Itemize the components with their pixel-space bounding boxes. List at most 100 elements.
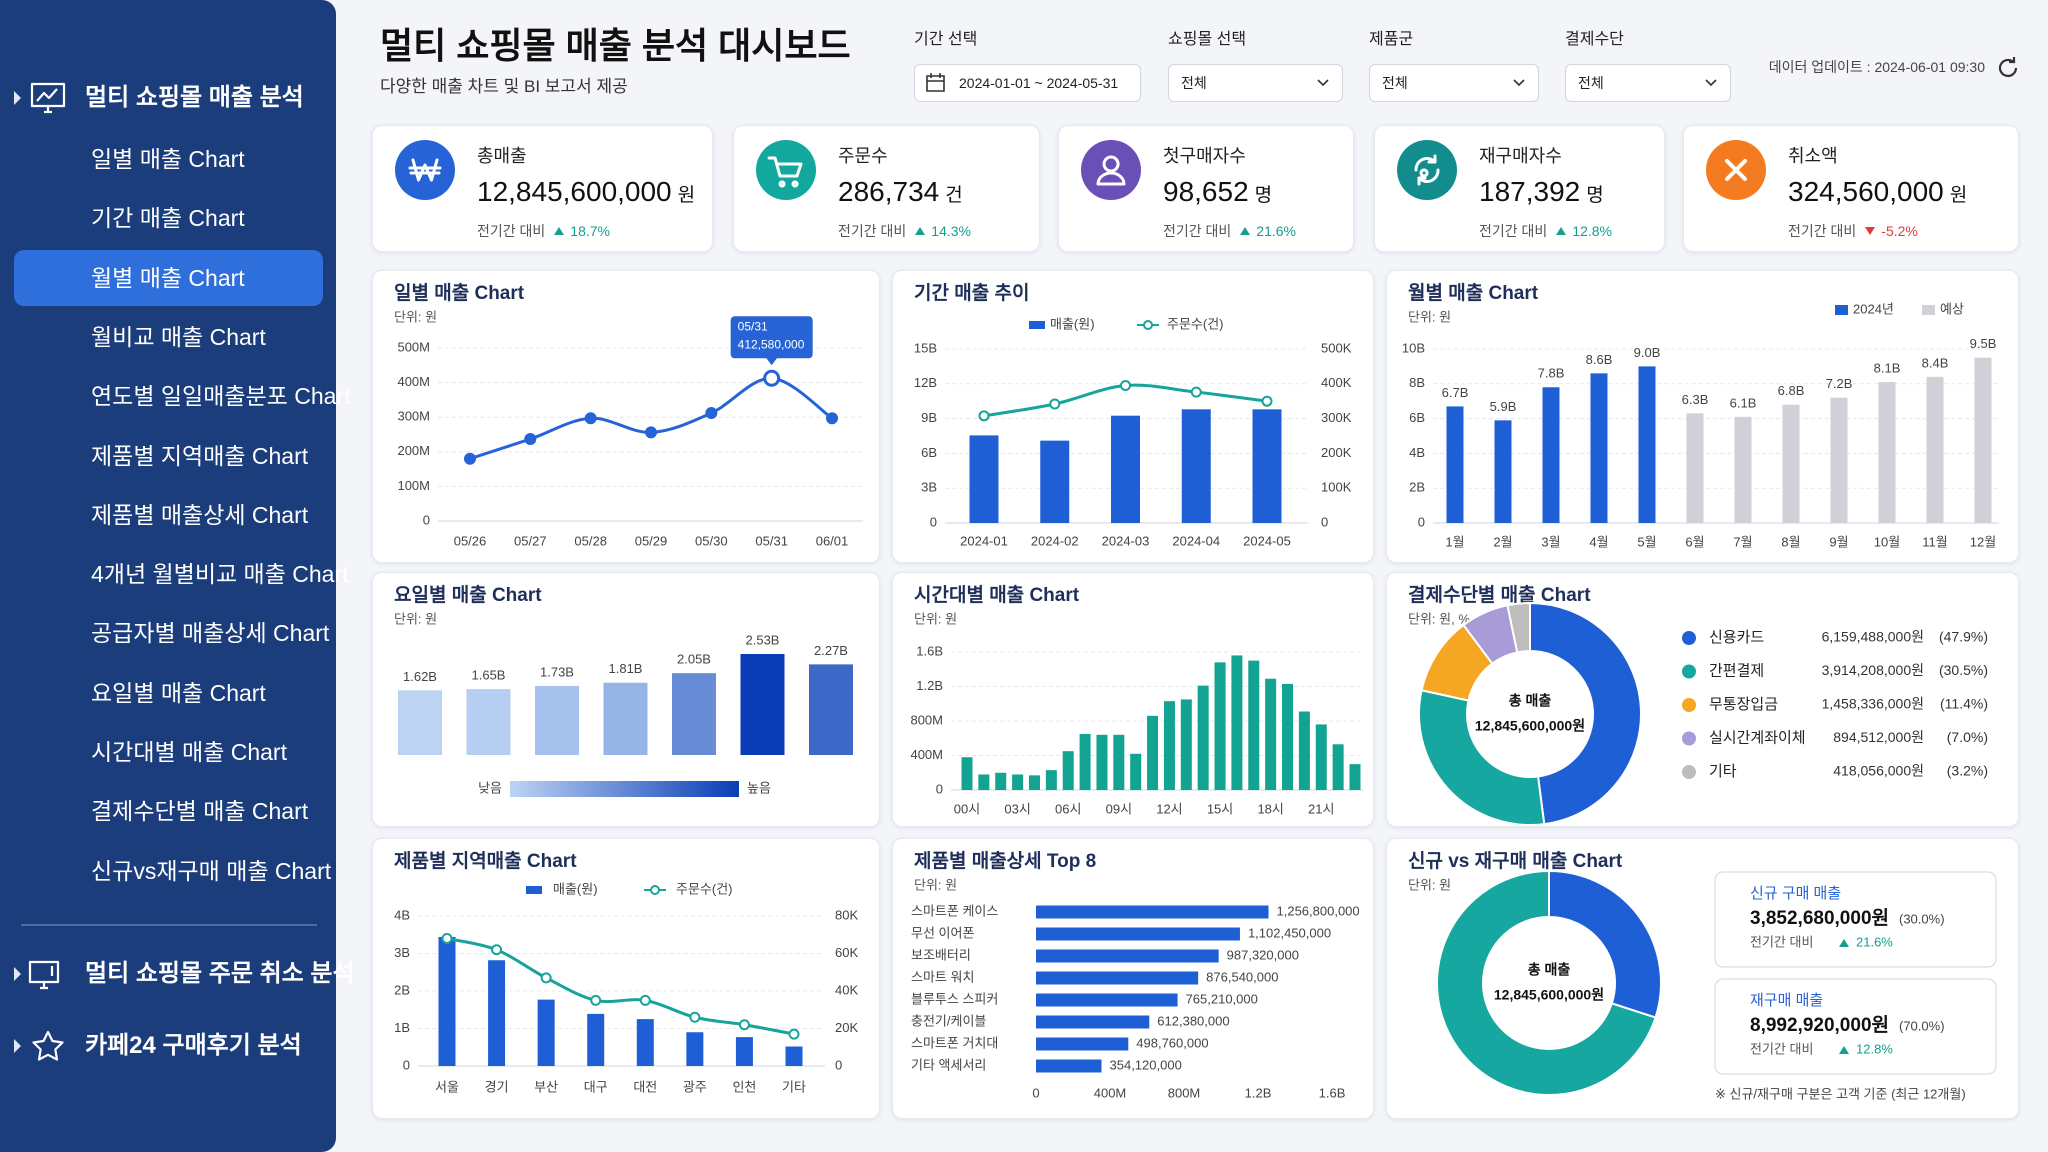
- kpi-change: 21.6%: [1256, 223, 1296, 239]
- filter-label: 기간 선택: [914, 31, 978, 48]
- filter-select[interactable]: 전체: [1168, 64, 1343, 102]
- legend-share: (11.4%): [1940, 696, 1988, 712]
- nav-item[interactable]: 제품별 매출상세 Chart: [91, 501, 309, 528]
- y-tick-label: 60K: [835, 945, 858, 960]
- section-title[interactable]: 카페24 구매후기 분석: [85, 1032, 302, 1059]
- donut-segment: [1529, 601, 1642, 826]
- nav-item[interactable]: 공급자별 매출상세 Chart: [91, 620, 330, 647]
- bar: [535, 685, 579, 755]
- unit-label: 단위: 원: [1408, 309, 1451, 324]
- kpi-label: 첫구매자수: [1163, 146, 1246, 166]
- legend-label: 매출(원): [1050, 316, 1095, 331]
- bar: [1036, 949, 1219, 963]
- kpi-unit: 원: [1949, 185, 1968, 206]
- section-title[interactable]: 멀티 쇼핑몰 매출 분석: [85, 84, 304, 111]
- filter-label: 쇼핑몰 선택: [1168, 31, 1247, 48]
- x-tick-label: 00시: [954, 801, 980, 816]
- kpi-value: 324,560,000: [1788, 176, 1944, 207]
- nav-item[interactable]: 월비교 매출 Chart: [91, 323, 266, 350]
- trend-arrow: [1556, 227, 1567, 235]
- tooltip-date: 05/31: [738, 319, 768, 333]
- nav-item[interactable]: 요일별 매출 Chart: [91, 679, 266, 706]
- nav-item[interactable]: 시간대별 매출 Chart: [91, 739, 287, 765]
- data-label: 1.81B: [609, 661, 643, 676]
- bar: [1974, 357, 1992, 523]
- chart-card: 결제수단별 매출 Chart 단위: 원, % 총 매출 12,845,600,000…: [1386, 572, 2019, 827]
- x-tick-label: 1월: [1445, 534, 1464, 549]
- legend-value: 6,159,488,000원: [1822, 629, 1924, 645]
- legend-share: (7.0%): [1947, 729, 1988, 745]
- point: [524, 432, 537, 445]
- dropdown-chevron: [1317, 79, 1329, 87]
- category-label: 스마트 워치: [911, 969, 974, 984]
- icon-glyph: [408, 158, 442, 182]
- dropdown-chevron: [1705, 79, 1717, 87]
- box-change: 21.6%: [1856, 934, 1893, 949]
- filter-select[interactable]: 전체: [1565, 64, 1731, 102]
- chart-note: ※ 신규/재구매 구분은 고객 기준 (최근 12개월): [1715, 1086, 1966, 1101]
- x-tick-label: 인천: [732, 1079, 756, 1094]
- filter-label: 결제수단: [1565, 31, 1624, 48]
- y-tick-label: 3B: [921, 480, 937, 495]
- bar: [587, 1013, 605, 1066]
- kpi-card: 주문수 286,734 건 전기간 대비 14.3%: [733, 125, 1040, 252]
- box-title: 신규 구매 매출: [1750, 885, 1841, 902]
- unit-label: 단위: 원: [394, 309, 437, 324]
- y-tick-label: 8B: [1409, 375, 1425, 390]
- y-tick-label: 0: [423, 512, 430, 527]
- kpi-card: 첫구매자수 98,652 명 전기간 대비 21.6%: [1058, 125, 1354, 252]
- section-title[interactable]: 멀티 쇼핑몰 주문 취소 분석: [85, 960, 355, 987]
- x-tick-label: 1.2B: [1245, 1085, 1272, 1100]
- bar: [1494, 420, 1512, 523]
- dropdown-chevron: [1513, 79, 1525, 87]
- bar: [1298, 711, 1310, 790]
- y-tick-label: 0: [835, 1057, 842, 1072]
- trend-arrow: [1240, 227, 1251, 235]
- tooltip-pointer: [765, 357, 778, 366]
- nav-item[interactable]: 제품별 지역매출 Chart: [91, 442, 309, 469]
- nav-item[interactable]: 연도별 일일매출분포 Chart: [91, 383, 351, 410]
- icon-glyph: [1414, 154, 1440, 186]
- nav-item[interactable]: 월별 매출 Chart: [91, 264, 245, 291]
- point: [441, 933, 453, 944]
- x-tick-label: 2024-04: [1172, 533, 1220, 548]
- nav-item[interactable]: 기간 매출 Chart: [91, 205, 245, 232]
- nav-item[interactable]: 결제수단별 매출 Chart: [91, 798, 309, 825]
- data-label: 1,102,450,000: [1248, 925, 1331, 940]
- bar: [1096, 734, 1108, 790]
- x-tick-label: 5월: [1637, 534, 1656, 549]
- bar: [488, 960, 506, 1066]
- section-icon: [28, 960, 60, 990]
- line: [469, 376, 833, 461]
- x-tick-label: 대구: [584, 1079, 608, 1094]
- y-tick-label: 10B: [1402, 340, 1425, 355]
- y-tick-label: 15B: [914, 340, 937, 355]
- chart: 시간대별 매출 Chart 단위: 원 0 400M 800M 1.2B 1.6B 00시 03…: [910, 584, 1363, 816]
- kpi-icon: [1081, 140, 1141, 200]
- nav-item[interactable]: 일별 매출 Chart: [91, 146, 245, 172]
- bar: [1349, 764, 1361, 790]
- legend-value: 3,914,208,000원: [1822, 662, 1924, 678]
- chart-title: 시간대별 매출 Chart: [914, 584, 1080, 606]
- update-time: 데이터 업데이트 : 2024-06-01 09:30: [1768, 59, 1985, 75]
- refresh-button[interactable]: [1994, 54, 2022, 82]
- data-label: 9.5B: [1970, 336, 1997, 351]
- nav-item[interactable]: 4개년 월별비교 매출 Chart: [91, 561, 349, 588]
- x-tick-label: 15시: [1207, 801, 1233, 816]
- kpi-unit: 명: [1254, 185, 1273, 206]
- filter-select[interactable]: 2024-01-01 ~ 2024-05-31: [914, 64, 1141, 102]
- legend-label: 기타: [1709, 763, 1737, 780]
- x-tick-label: 8월: [1781, 534, 1800, 549]
- kpi-value-row: 187,392 명: [1479, 175, 1604, 209]
- icon-glyph: [1725, 159, 1747, 181]
- y-tick-label: 9B: [921, 410, 937, 425]
- section-icon: [32, 1030, 64, 1061]
- bar: [740, 654, 785, 755]
- legend-label: 주문수(건): [676, 881, 733, 896]
- nav-item[interactable]: 신규vs재구매 매출 Chart: [91, 857, 332, 884]
- legend-share: (3.2%): [1947, 763, 1988, 779]
- scale-label: 낮음: [478, 780, 502, 795]
- x-tick-label: 05/28: [574, 533, 607, 548]
- kpi-compare: 전기간 대비: [1163, 223, 1232, 239]
- filter-select[interactable]: 전체: [1369, 64, 1539, 102]
